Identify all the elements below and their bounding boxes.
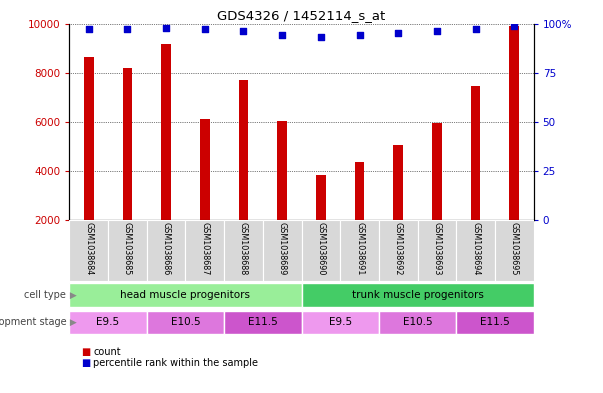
Text: trunk muscle progenitors: trunk muscle progenitors	[352, 290, 484, 300]
Bar	[263, 220, 302, 281]
Bar	[69, 310, 147, 334]
Bar	[510, 26, 519, 269]
Point	[316, 34, 326, 40]
Text: count: count	[93, 347, 121, 357]
Bar	[84, 57, 93, 269]
Text: GSM1038693: GSM1038693	[432, 222, 441, 275]
Text: cell type: cell type	[25, 290, 66, 300]
Text: E9.5: E9.5	[329, 317, 352, 327]
Text: percentile rank within the sample: percentile rank within the sample	[93, 358, 259, 368]
Bar	[69, 283, 302, 307]
Bar	[417, 220, 456, 281]
Text: GSM1038690: GSM1038690	[317, 222, 326, 275]
Bar	[302, 283, 534, 307]
Bar	[200, 119, 210, 269]
Bar	[379, 220, 417, 281]
Bar	[277, 121, 287, 269]
Bar	[122, 68, 132, 269]
Bar	[147, 220, 186, 281]
Text: GSM1038687: GSM1038687	[200, 222, 209, 275]
Bar	[355, 162, 364, 269]
Point	[471, 26, 481, 33]
Text: E11.5: E11.5	[248, 317, 278, 327]
Point	[122, 26, 132, 33]
Bar	[495, 220, 534, 281]
Bar	[340, 220, 379, 281]
Text: GSM1038694: GSM1038694	[471, 222, 480, 275]
Point	[393, 30, 403, 37]
Bar	[302, 310, 379, 334]
Bar	[224, 310, 302, 334]
Text: ■: ■	[81, 347, 90, 357]
Point	[277, 32, 287, 39]
Bar	[239, 80, 248, 269]
Bar	[456, 220, 495, 281]
Text: GSM1038684: GSM1038684	[84, 222, 93, 275]
Text: ■: ■	[81, 358, 90, 368]
Text: GSM1038685: GSM1038685	[123, 222, 132, 275]
Text: ▶: ▶	[67, 291, 77, 299]
Point	[239, 28, 248, 35]
Text: development stage: development stage	[0, 317, 66, 327]
Bar	[471, 86, 481, 269]
Text: GSM1038689: GSM1038689	[277, 222, 286, 275]
Bar	[147, 310, 224, 334]
Bar	[316, 174, 326, 269]
Bar	[224, 220, 263, 281]
Text: GSM1038692: GSM1038692	[394, 222, 403, 275]
Text: GSM1038686: GSM1038686	[162, 222, 171, 275]
Title: GDS4326 / 1452114_s_at: GDS4326 / 1452114_s_at	[217, 9, 386, 22]
Point	[510, 22, 519, 29]
Bar	[302, 220, 340, 281]
Bar	[432, 123, 442, 269]
Bar	[186, 220, 224, 281]
Point	[200, 26, 210, 33]
Text: GSM1038688: GSM1038688	[239, 222, 248, 275]
Text: ▶: ▶	[67, 318, 77, 327]
Point	[432, 28, 442, 35]
Text: GSM1038695: GSM1038695	[510, 222, 519, 275]
Text: head muscle progenitors: head muscle progenitors	[121, 290, 250, 300]
Bar	[161, 44, 171, 269]
Text: E11.5: E11.5	[480, 317, 510, 327]
Bar	[393, 145, 403, 269]
Point	[84, 26, 93, 33]
Text: E10.5: E10.5	[403, 317, 432, 327]
Point	[161, 24, 171, 31]
Text: GSM1038691: GSM1038691	[355, 222, 364, 275]
Bar	[379, 310, 456, 334]
Bar	[69, 220, 108, 281]
Point	[355, 32, 364, 39]
Text: E10.5: E10.5	[171, 317, 200, 327]
Text: E9.5: E9.5	[96, 317, 119, 327]
Bar	[456, 310, 534, 334]
Bar	[108, 220, 147, 281]
